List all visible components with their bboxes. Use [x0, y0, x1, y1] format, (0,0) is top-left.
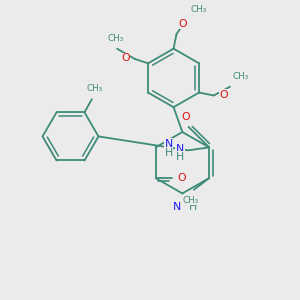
Text: O: O — [179, 19, 188, 29]
Text: N: N — [173, 202, 181, 212]
Text: O: O — [181, 112, 190, 122]
Text: N: N — [176, 144, 184, 154]
Text: H: H — [164, 148, 173, 158]
Text: CH₃: CH₃ — [182, 196, 198, 205]
Text: O: O — [121, 53, 130, 63]
Text: CH₃: CH₃ — [232, 72, 249, 81]
Text: CH₃: CH₃ — [86, 84, 102, 93]
Text: N: N — [164, 139, 173, 149]
Text: O: O — [219, 90, 228, 100]
Text: H: H — [176, 152, 184, 162]
Text: H: H — [189, 202, 197, 212]
Text: CH₃: CH₃ — [107, 34, 124, 43]
Text: CH₃: CH₃ — [190, 4, 207, 14]
Text: O: O — [177, 173, 186, 183]
